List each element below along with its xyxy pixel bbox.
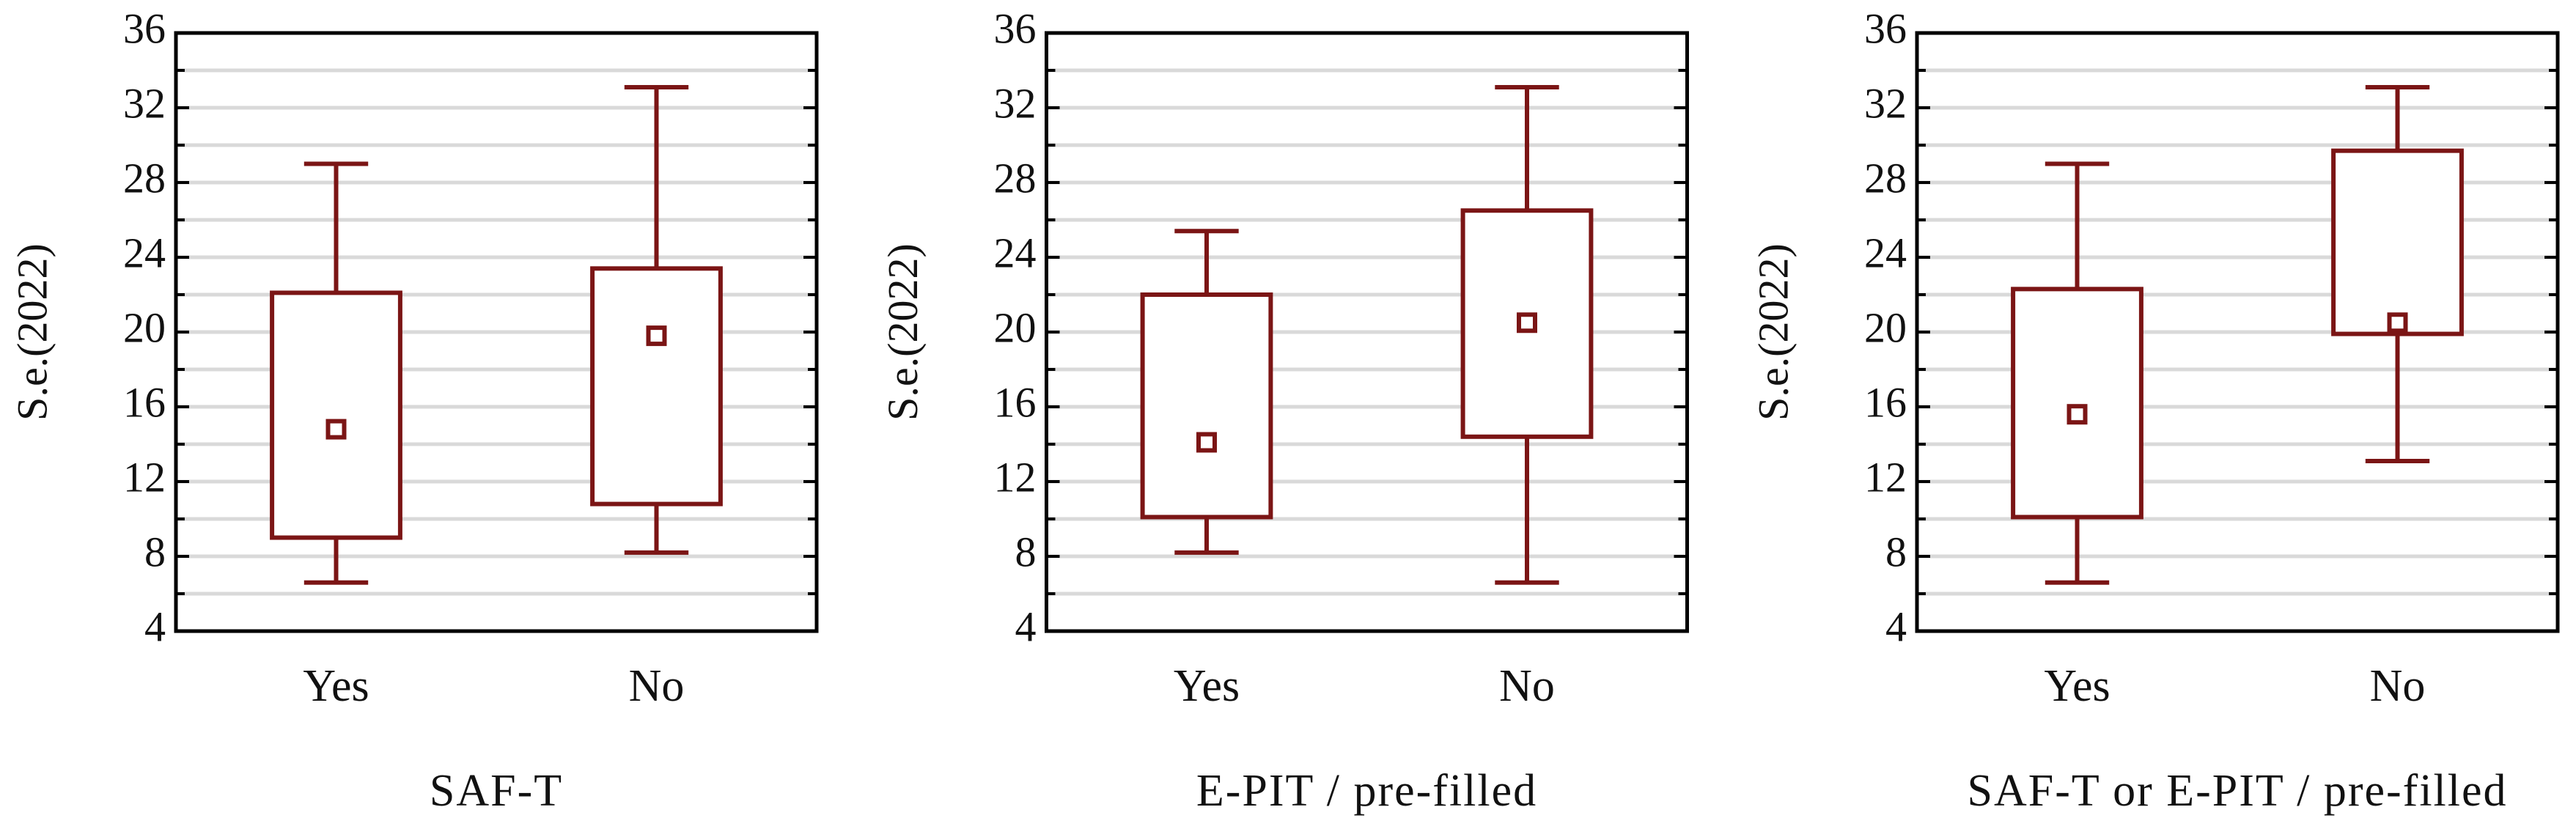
median-marker — [646, 325, 667, 347]
y-tick-label: 20 — [123, 303, 166, 351]
y-tick-label: 24 — [123, 229, 166, 276]
y-tick-label: 8 — [1885, 528, 1907, 575]
box — [1140, 292, 1273, 520]
panel: 4 8 12 16 20 24 28 32 36 S.e.(2022) SAF-T or E-PIT… — [1749, 4, 2560, 816]
y-tick-label: 28 — [123, 154, 166, 202]
median-marker — [2067, 404, 2088, 425]
y-tick-label: 32 — [1864, 79, 1907, 127]
x-tick-label: Yes — [303, 661, 369, 711]
y-tick-label: 4 — [1015, 603, 1037, 650]
box — [590, 266, 723, 506]
y-tick-label: 12 — [123, 453, 166, 501]
x-axis-label: SAF-T — [430, 766, 563, 816]
box — [1460, 208, 1594, 439]
y-tick-label: 28 — [994, 154, 1037, 202]
y-axis-label: S.e.(2022) — [879, 243, 927, 421]
plot-frame — [174, 31, 819, 633]
y-tick-label: 24 — [994, 229, 1037, 276]
x-tick-label: No — [2370, 661, 2426, 711]
x-tick-label: No — [629, 661, 685, 711]
y-tick-label: 36 — [994, 4, 1037, 52]
y-tick-label: 8 — [144, 528, 166, 575]
box — [2331, 148, 2464, 336]
x-tick-label: No — [1499, 661, 1555, 711]
y-tick-label: 28 — [1864, 154, 1907, 202]
y-tick-label: 4 — [144, 603, 166, 650]
y-tick-label: 32 — [994, 79, 1037, 127]
y-axis-label: S.e.(2022) — [1749, 243, 1797, 421]
y-tick-label: 24 — [1864, 229, 1907, 276]
y-tick-label: 12 — [994, 453, 1037, 501]
x-axis-label: SAF-T or E-PIT / pre-filled — [1967, 766, 2507, 816]
x-tick-label: Yes — [1174, 661, 1240, 711]
y-tick-label: 20 — [1864, 303, 1907, 351]
median-marker — [1517, 312, 1537, 334]
y-tick-label: 12 — [1864, 453, 1907, 501]
box — [270, 290, 402, 540]
y-tick-label: 32 — [123, 79, 166, 127]
box — [2011, 287, 2143, 520]
median-marker — [1196, 432, 1217, 453]
y-tick-label: 16 — [1864, 378, 1907, 426]
panel: 4 8 12 16 20 24 28 32 36 S.e.(2022) SAF-T Yes No — [8, 4, 819, 816]
x-axis-label: E-PIT / pre-filled — [1196, 766, 1537, 816]
y-tick-label: 4 — [1885, 603, 1907, 650]
y-tick-label: 16 — [123, 378, 166, 426]
y-tick-label: 36 — [1864, 4, 1907, 52]
median-marker — [325, 419, 347, 440]
y-tick-label: 20 — [994, 303, 1037, 351]
y-tick-label: 36 — [123, 4, 166, 52]
median-marker — [2387, 312, 2408, 334]
panel: 4 8 12 16 20 24 28 32 36 S.e.(2022) E-PIT / pre-fi… — [879, 4, 1689, 816]
plot-frame — [1045, 31, 1689, 633]
y-tick-label: 16 — [994, 378, 1037, 426]
y-tick-label: 8 — [1015, 528, 1037, 575]
plot-frame — [1915, 31, 2560, 633]
x-tick-label: Yes — [2044, 661, 2110, 711]
y-axis-label: S.e.(2022) — [8, 243, 56, 421]
